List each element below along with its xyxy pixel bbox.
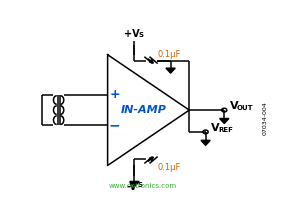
Text: REF: REF xyxy=(219,127,233,133)
Text: 07034-004: 07034-004 xyxy=(262,102,268,135)
Text: OUT: OUT xyxy=(237,106,254,111)
Text: 0.1μF: 0.1μF xyxy=(158,50,181,59)
Polygon shape xyxy=(220,118,229,124)
Text: 0.1μF: 0.1μF xyxy=(158,163,181,172)
Text: S: S xyxy=(138,182,143,188)
Polygon shape xyxy=(201,140,210,145)
Text: -V: -V xyxy=(127,182,138,192)
Text: S: S xyxy=(138,32,144,38)
Text: −: − xyxy=(109,118,120,132)
Text: V: V xyxy=(230,101,239,111)
Polygon shape xyxy=(130,181,139,186)
Text: +V: +V xyxy=(124,29,140,39)
Text: V: V xyxy=(211,123,220,133)
Text: +: + xyxy=(109,89,120,102)
Text: IN-AMP: IN-AMP xyxy=(121,105,167,115)
Polygon shape xyxy=(166,68,175,73)
Text: www.cntronics.com: www.cntronics.com xyxy=(109,183,177,189)
